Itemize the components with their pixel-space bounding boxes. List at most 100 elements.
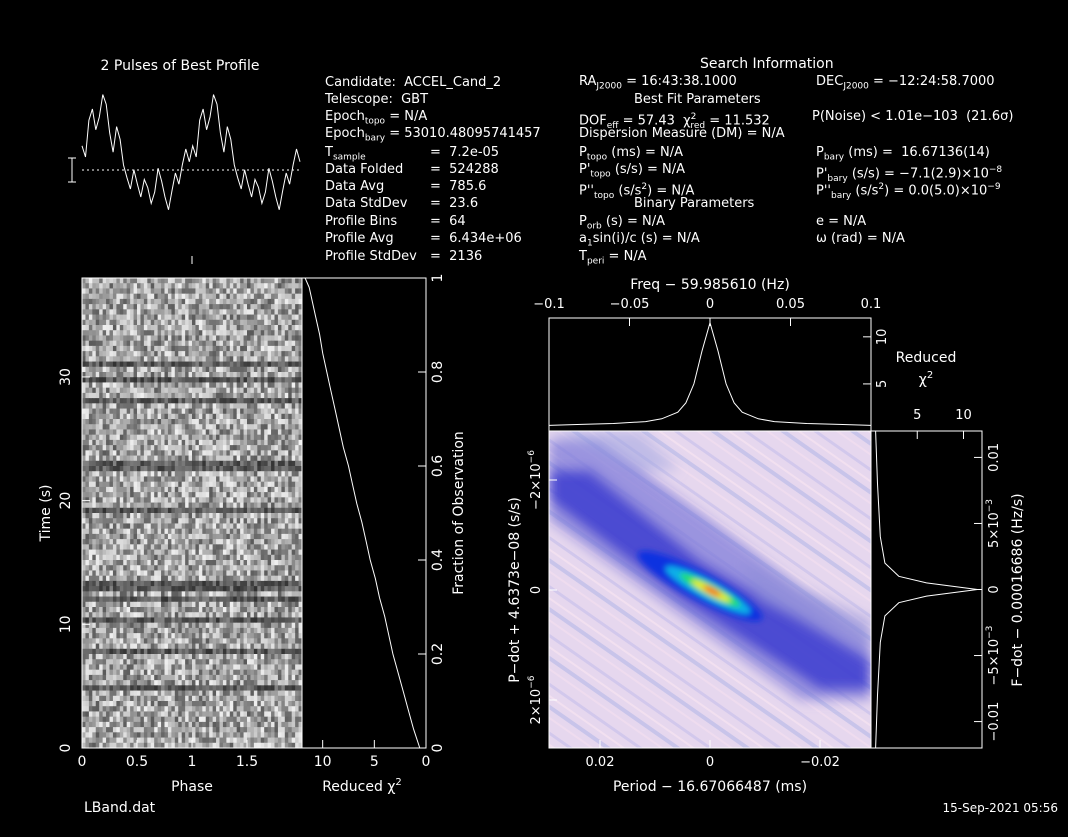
greyscale-cell (181, 345, 186, 352)
greyscale-cell (267, 580, 272, 587)
greyscale-cell (95, 382, 100, 389)
greyscale-cell (274, 560, 279, 566)
greyscale-cell (99, 507, 104, 514)
greyscale-cell (92, 309, 97, 315)
greyscale-cell (123, 481, 128, 488)
greyscale-cell (236, 403, 241, 409)
greyscale-cell (85, 492, 90, 498)
greyscale-cell (126, 617, 131, 624)
greyscale-cell (82, 377, 86, 383)
greyscale-cell (277, 335, 282, 342)
greyscale-cell (219, 340, 224, 347)
greyscale-cell (222, 345, 227, 352)
greyscale-cell (253, 450, 258, 456)
greyscale-cell (192, 591, 196, 597)
greyscale-cell (267, 617, 272, 624)
greyscale-cell (240, 523, 244, 530)
greyscale-cell (264, 607, 269, 613)
greyscale-cell (154, 471, 159, 477)
greyscale-cell (188, 601, 193, 608)
greyscale-cell (95, 314, 100, 321)
greyscale-cell (267, 476, 272, 483)
greyscale-cell (243, 450, 248, 456)
greyscale-cell (140, 560, 145, 566)
greyscale-cell (216, 283, 220, 289)
greyscale-cell (250, 513, 255, 519)
greyscale-cell (88, 648, 93, 655)
greyscale-cell (247, 669, 251, 676)
greyscale-cell (99, 554, 104, 561)
greyscale-cell (150, 398, 155, 404)
greyscale-cell (264, 481, 269, 488)
greyscale-cell (267, 335, 272, 342)
greyscale-cell (216, 403, 220, 409)
greyscale-cell (123, 654, 128, 660)
greyscale-cell (174, 434, 179, 441)
greyscale-cell (198, 424, 203, 430)
greyscale-cell (140, 372, 145, 378)
greyscale-cell (143, 314, 148, 321)
greyscale-cell (212, 413, 217, 420)
greyscale-cell (291, 659, 296, 665)
greyscale-cell (240, 335, 244, 342)
greyscale-cell (154, 309, 159, 315)
greyscale-cell (205, 554, 210, 561)
greyscale-cell (250, 392, 255, 399)
greyscale-cell (181, 476, 186, 483)
greyscale-cell (185, 293, 189, 300)
greyscale-cell (85, 570, 90, 577)
greyscale-cell (85, 392, 90, 399)
greyscale-cell (247, 445, 251, 451)
greyscale-cell (281, 325, 286, 331)
greyscale-cell (123, 596, 128, 603)
greyscale-cell (250, 643, 255, 650)
greyscale-cell (171, 439, 176, 446)
greyscale-cell (250, 445, 255, 451)
greyscale-cell (123, 502, 128, 509)
greyscale-cell (226, 429, 231, 436)
greyscale-cell (298, 278, 303, 284)
greyscale-cell (291, 377, 296, 383)
greyscale-cell (181, 325, 186, 331)
greyscale-cell (222, 654, 227, 660)
greyscale-cell (174, 648, 179, 655)
greyscale-cell (274, 580, 279, 587)
greyscale-cell (92, 612, 97, 618)
greyscale-cell (119, 471, 124, 477)
greyscale-cell (112, 627, 117, 634)
greyscale-cell (216, 554, 220, 561)
greyscale-cell (147, 674, 152, 681)
greyscale-cell (247, 622, 251, 629)
greyscale-cell (264, 617, 269, 624)
greyscale-cell (192, 392, 196, 399)
greyscale-cell (181, 361, 186, 368)
greyscale-cell (102, 403, 107, 409)
greyscale-cell (288, 633, 293, 639)
greyscale-cell (229, 638, 234, 644)
greyscale-cell (271, 476, 275, 483)
greyscale-cell (209, 659, 214, 665)
greyscale-cell (209, 513, 214, 519)
greyscale-cell (82, 638, 86, 644)
greyscale-cell (164, 549, 169, 556)
greyscale-cell (140, 403, 145, 409)
greyscale-cell (143, 361, 148, 368)
greyscale-cell (130, 533, 134, 540)
greyscale-cell (271, 283, 275, 289)
greyscale-cell (257, 596, 262, 603)
greyscale-cell (192, 424, 196, 430)
greyscale-cell (143, 429, 148, 436)
greyscale-cell (233, 507, 238, 514)
greyscale-cell (171, 486, 176, 493)
greyscale-cell (216, 674, 220, 681)
greyscale-cell (271, 387, 275, 394)
greyscale-cell (178, 586, 183, 592)
greyscale-cell (267, 460, 272, 467)
greyscale-cell (150, 481, 155, 488)
greyscale-cell (188, 575, 193, 582)
greyscale-cell (291, 607, 296, 613)
greyscale-cell (205, 439, 210, 446)
greyscale-cell (226, 439, 231, 446)
greyscale-cell (192, 356, 196, 362)
greyscale-cell (126, 669, 131, 676)
